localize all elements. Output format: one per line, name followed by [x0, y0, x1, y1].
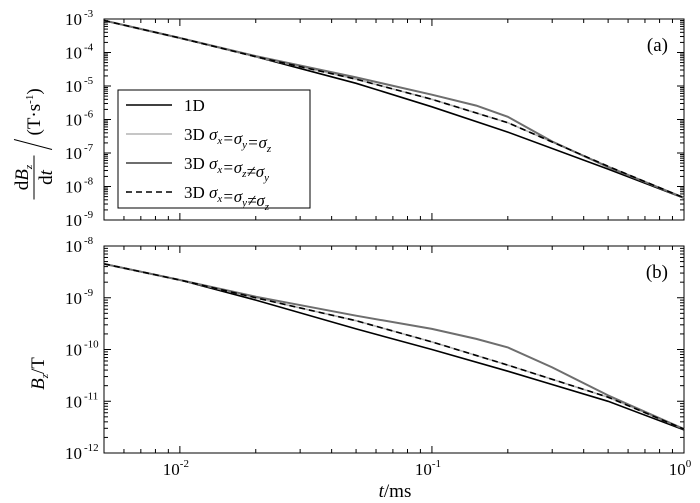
y-tick-label: 10 -4 [65, 42, 94, 63]
x-tick-label: 10-2 [163, 458, 189, 479]
series-line-a-3 [103, 19, 685, 199]
x-axis-label-italic: t [379, 481, 385, 502]
legend-label-2: 3D σx=σz≠σy [184, 154, 269, 184]
series-line-b-1 [103, 263, 685, 430]
y-tick-label: 10 -11 [65, 390, 98, 411]
y-label-unit: (T·s-1) [24, 88, 45, 135]
y-tick-label: 10 -3 [65, 8, 94, 29]
slash [13, 139, 53, 150]
series-line-b-2 [103, 262, 685, 431]
legend-label-3: 3D σx=σy≠σz [184, 183, 270, 213]
y-tick-label: 10 -8 [65, 235, 94, 256]
legend-label-1: 3D σx=σy=σz [184, 125, 272, 155]
x-axis-label: t/ms [379, 481, 412, 502]
panel-b: 10-2 10-1 100 10-8 10-9 10-10 10-11 10 -12 (b) Bz/… [28, 235, 692, 479]
y-tick-label: 10 -9 [65, 209, 94, 230]
panel-label-b: (b) [646, 262, 668, 283]
y-tick-label: 10 -5 [65, 75, 94, 96]
legend-box [117, 89, 311, 209]
y-tick-label: 10 -9 [65, 287, 94, 308]
y-label-denominator: dt [36, 169, 57, 185]
panel-label-a: (a) [647, 35, 668, 56]
x-tick-label: 10-1 [415, 458, 441, 479]
plot-frame-b [103, 245, 685, 454]
legend-label-0: 1D [184, 96, 205, 115]
y-label-numerator: dBz [12, 164, 35, 190]
x-tick-label: 100 [669, 458, 692, 479]
x-axis-label-unit: /ms [384, 481, 411, 502]
series-line-b-0 [103, 263, 685, 431]
y-tick-label: 10 -10 [65, 339, 99, 360]
y-tick-label: 10 -6 [65, 109, 94, 130]
y-axis-label-b: Bz/T [28, 357, 51, 390]
y-tick-label: 10 -8 [65, 176, 94, 197]
y-tick-label: 10 -7 [65, 142, 94, 163]
series-line-b-3 [103, 263, 685, 430]
y-tick-label: 10 -12 [65, 442, 99, 463]
